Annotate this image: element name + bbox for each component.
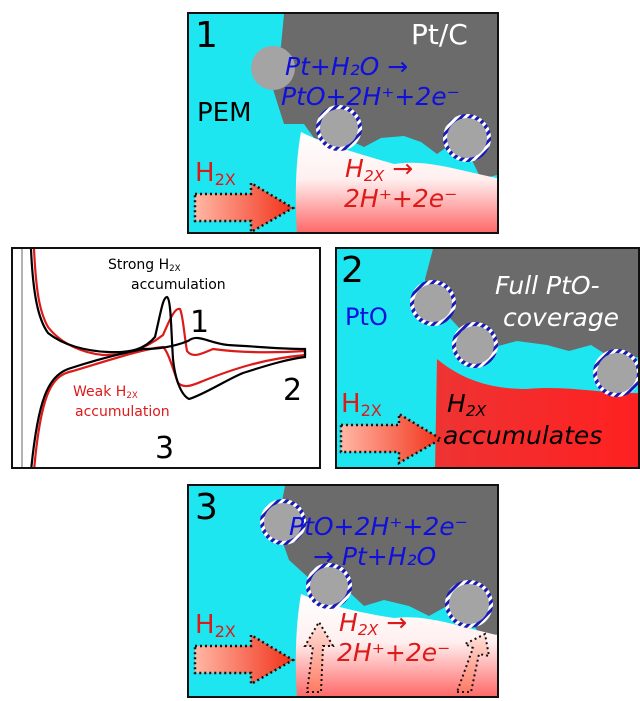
platinum-particle: [264, 503, 302, 541]
accumulation-label-line1: H2X: [447, 389, 487, 420]
panel-number: 3: [195, 487, 218, 528]
reduction-reaction-line2: → Pt+H₂O: [313, 542, 437, 571]
panel-number: 2: [341, 250, 364, 291]
small-dotted-arrow-right: [455, 632, 491, 693]
oxidation-reaction-line1: Pt+H₂O →: [285, 52, 409, 81]
platinum-particle: [447, 118, 487, 158]
platinum-particle: [597, 353, 637, 393]
weak-accumulation-label-line1: Weak H2X: [73, 384, 138, 402]
strong-accumulation-label-line2: accumulation: [131, 277, 226, 293]
platinum-particle: [251, 46, 295, 90]
platinum-particle: [456, 326, 494, 364]
coverage-label-line2: coverage: [503, 303, 620, 332]
platinum-particle: [320, 109, 358, 147]
panel-3-illustration: [189, 486, 497, 696]
reaction-zone: [295, 594, 497, 696]
weak-accumulation-label-line2: accumulation: [75, 404, 170, 420]
h2x-oxidation-line1: H2X →: [339, 608, 408, 639]
membrane-label: PEM: [197, 98, 252, 128]
cv-marker-3: 3: [155, 431, 175, 466]
h2x-arrow-label: H2X: [341, 389, 382, 421]
reaction-zone: [295, 132, 497, 232]
cyclic-voltammogram-panel: Strong H2X accumulation Weak H2X accumul…: [11, 247, 321, 469]
platinum-particle: [449, 584, 489, 624]
dotted-block-arrow: [193, 632, 296, 687]
dotted-block-arrow: [339, 411, 444, 466]
oxide-label: PtO: [345, 303, 388, 331]
h2x-oxidation-line2: 2H⁺+2e⁻: [344, 184, 458, 213]
platinum-particle: [414, 284, 452, 322]
panel-1-pt-oxidation: 1 Pt/C PEM Pt+H₂O → PtO+2H⁺+2e⁻ H2X H2X …: [187, 12, 499, 234]
h2x-accumulation-zone: [435, 359, 638, 467]
h2x-oxidation-line2: 2H⁺+2e⁻: [337, 638, 451, 667]
strong-accumulation-curve: [29, 249, 307, 467]
strong-accumulation-label-line1: Strong H2X: [108, 257, 181, 275]
panel-2-illustration: [337, 249, 638, 467]
h2x-oxidation-line1: H2X →: [345, 154, 414, 185]
cv-plot: [21, 249, 307, 467]
coverage-label-line1: Full PtO-: [495, 271, 600, 300]
carbon-support: [277, 486, 497, 636]
cv-marker-2: 2: [283, 373, 303, 408]
accumulation-label-line2: accumulates: [443, 421, 603, 450]
panel-3-oxide-reduction: 3 PtO+2H⁺+2e⁻ → Pt+H₂O H2X H2X → 2H⁺+2e⁻: [187, 484, 499, 698]
h2x-arrow-label: H2X: [195, 158, 236, 190]
panel-1-illustration: [189, 14, 497, 232]
h2x-arrow-label: H2X: [195, 610, 236, 642]
platinum-particle: [310, 567, 348, 605]
reduction-reaction-line1: PtO+2H⁺+2e⁻: [289, 512, 468, 541]
cv-marker-1: 1: [190, 305, 210, 340]
dotted-block-arrow: [193, 180, 296, 232]
panel-number: 1: [195, 15, 218, 56]
small-dotted-arrow-left: [303, 620, 335, 693]
panel-2-full-oxide-coverage: 2 PtO Full PtO- coverage H2X H2X accumul…: [335, 247, 640, 469]
catalyst-label: Pt/C: [411, 18, 468, 51]
oxidation-reaction-line2: PtO+2H⁺+2e⁻: [281, 82, 460, 111]
